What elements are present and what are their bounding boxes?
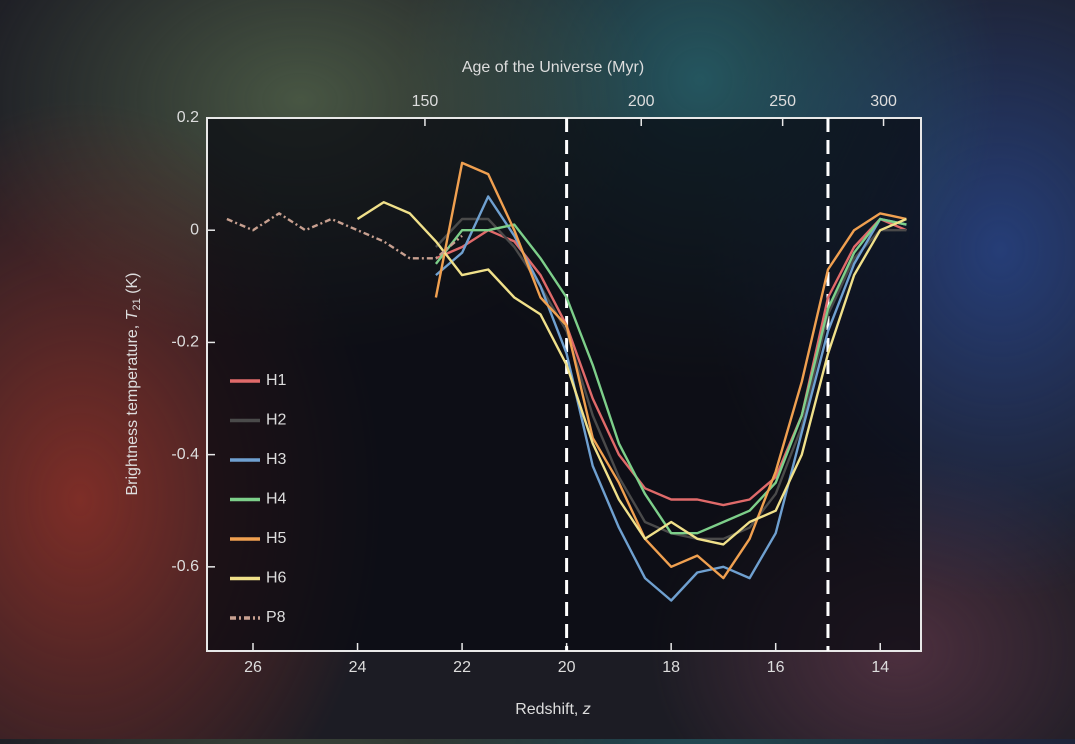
x-tick-label: 20 <box>558 659 576 676</box>
series-line <box>434 217 907 535</box>
x-title-var: z <box>582 701 591 718</box>
legend-label: H1 <box>266 372 287 389</box>
x2-tick-label: 300 <box>870 93 897 110</box>
legend-label: H4 <box>266 491 287 508</box>
y-tick-label: -0.4 <box>171 446 199 463</box>
y-title-unit: (K) <box>124 272 141 298</box>
x-tick-label: 16 <box>767 659 785 676</box>
y-title-text: Brightness temperature, <box>124 320 141 495</box>
y-tick-label: -0.2 <box>171 334 199 351</box>
series-line <box>356 201 907 546</box>
legend-label: P8 <box>266 609 286 626</box>
legend-label: H5 <box>266 530 287 547</box>
x-tick-label: 24 <box>349 659 367 676</box>
series-line <box>434 161 907 580</box>
y-tick-label: -0.6 <box>171 558 199 575</box>
y-title-sub: 21 <box>131 298 143 310</box>
x-axis-title: Redshift, z <box>515 701 591 718</box>
x-tick-label: 18 <box>662 659 680 676</box>
y-title-var: T <box>124 309 141 320</box>
legend-label: H3 <box>266 451 287 468</box>
series-line <box>226 212 463 260</box>
x2-tick-label: 200 <box>628 93 655 110</box>
series-line <box>435 217 907 507</box>
y-tick-label: 0 <box>190 221 199 238</box>
x-tick-label: 26 <box>244 659 262 676</box>
series-line <box>435 195 907 602</box>
top-axis-title: Age of the Universe (Myr) <box>462 59 644 76</box>
y-tick-label: 0.2 <box>177 109 199 126</box>
legend-label: H2 <box>266 412 287 429</box>
x-tick-label: 14 <box>871 659 889 676</box>
y-axis-title: Brightness temperature, T21 (K) <box>124 272 143 495</box>
legend-label: H6 <box>266 570 287 587</box>
x-title-text: Redshift, <box>515 701 583 718</box>
x2-tick-label: 250 <box>769 93 796 110</box>
x-tick-label: 22 <box>453 659 471 676</box>
x2-tick-label: 150 <box>412 93 439 110</box>
